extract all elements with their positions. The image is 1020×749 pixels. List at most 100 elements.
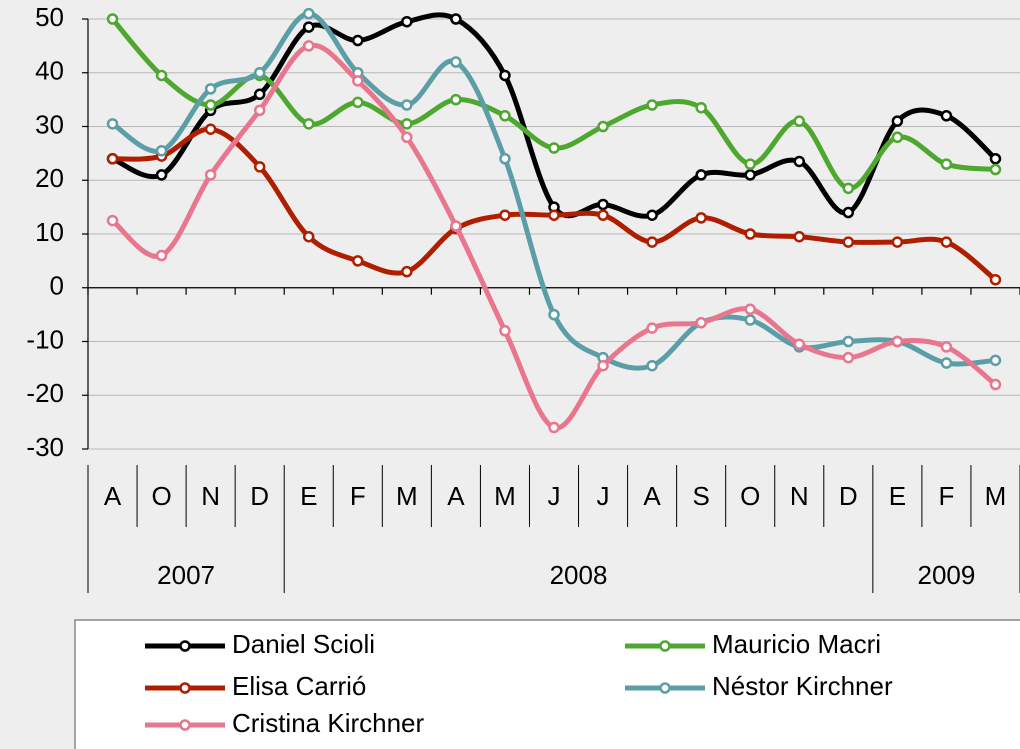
point <box>499 209 511 221</box>
point <box>695 212 707 224</box>
point <box>744 314 756 326</box>
legend-marker <box>659 640 671 652</box>
y-tick-label: 50 <box>35 2 64 32</box>
legend-box <box>74 619 1020 749</box>
point <box>793 115 806 127</box>
legend-marker <box>179 640 191 652</box>
legend-label: Mauricio Macri <box>712 629 881 659</box>
point <box>891 236 904 248</box>
point <box>450 220 462 232</box>
point <box>253 161 266 173</box>
point <box>302 21 315 33</box>
legend-label: Elisa Carrió <box>232 671 366 701</box>
point <box>646 209 658 221</box>
point <box>401 265 413 278</box>
legend-label: Néstor Kirchner <box>712 671 893 701</box>
legend-label: Daniel Scioli <box>232 629 375 659</box>
point <box>793 230 806 243</box>
x-tick-label: D <box>250 481 269 511</box>
year-label: 2009 <box>917 560 975 590</box>
x-tick-label: E <box>889 481 906 511</box>
point <box>597 209 609 221</box>
point <box>302 230 315 243</box>
point <box>646 99 658 111</box>
point <box>499 325 511 337</box>
point <box>548 308 560 321</box>
year-label: 2007 <box>157 560 215 590</box>
point <box>204 169 217 181</box>
point <box>940 341 953 353</box>
legend-marker <box>179 682 191 694</box>
point <box>940 110 953 122</box>
point <box>155 69 168 82</box>
point <box>940 236 953 248</box>
point <box>891 115 904 127</box>
x-tick-label: M <box>494 481 516 511</box>
x-tick-label: S <box>692 481 709 511</box>
point <box>155 144 168 157</box>
point <box>646 236 658 248</box>
point <box>597 359 609 372</box>
y-tick-label: -10 <box>26 324 64 354</box>
point <box>401 15 413 28</box>
point <box>891 131 904 143</box>
point <box>744 169 756 181</box>
point <box>253 104 266 117</box>
point <box>253 88 266 100</box>
point <box>499 110 511 122</box>
point <box>695 169 707 181</box>
point <box>106 214 119 227</box>
x-tick-label: A <box>643 481 661 511</box>
x-tick-label: M <box>985 481 1007 511</box>
point <box>842 182 855 195</box>
y-tick-label: 30 <box>35 109 64 139</box>
point <box>695 101 707 114</box>
point <box>155 169 168 181</box>
y-tick-label: 10 <box>35 217 64 247</box>
legend-marker <box>179 719 191 731</box>
x-tick-label: N <box>790 481 809 511</box>
y-tick-label: 20 <box>35 163 64 193</box>
point <box>499 153 511 165</box>
point <box>793 155 806 168</box>
point <box>204 99 217 111</box>
point <box>989 273 1002 286</box>
x-tick-label: J <box>597 481 610 511</box>
point <box>450 56 462 68</box>
point <box>302 40 315 52</box>
point <box>940 158 953 170</box>
x-tick-label: O <box>151 481 171 511</box>
point <box>499 69 511 82</box>
point <box>646 359 658 372</box>
point <box>155 249 168 262</box>
x-tick-label: O <box>740 481 760 511</box>
y-tick-label: 0 <box>50 271 64 301</box>
point <box>793 338 806 350</box>
point <box>204 123 217 135</box>
point <box>940 357 953 369</box>
point <box>597 198 609 211</box>
point <box>401 131 413 143</box>
point <box>744 303 756 315</box>
y-tick-label: 40 <box>35 56 64 86</box>
point <box>106 13 119 25</box>
legend-marker <box>659 682 671 694</box>
x-tick-label: J <box>548 481 561 511</box>
point <box>548 421 560 434</box>
x-tick-label: E <box>300 481 317 511</box>
x-tick-label: D <box>839 481 858 511</box>
point <box>597 120 609 133</box>
point <box>744 158 756 170</box>
legend-label: Cristina Kirchner <box>232 708 425 738</box>
point <box>253 67 266 79</box>
point <box>450 13 462 25</box>
point <box>744 228 756 240</box>
point <box>989 378 1002 391</box>
y-tick-label: -30 <box>26 432 64 462</box>
point <box>204 83 217 95</box>
point <box>401 118 413 130</box>
x-tick-label: F <box>938 481 954 511</box>
point <box>548 142 560 154</box>
